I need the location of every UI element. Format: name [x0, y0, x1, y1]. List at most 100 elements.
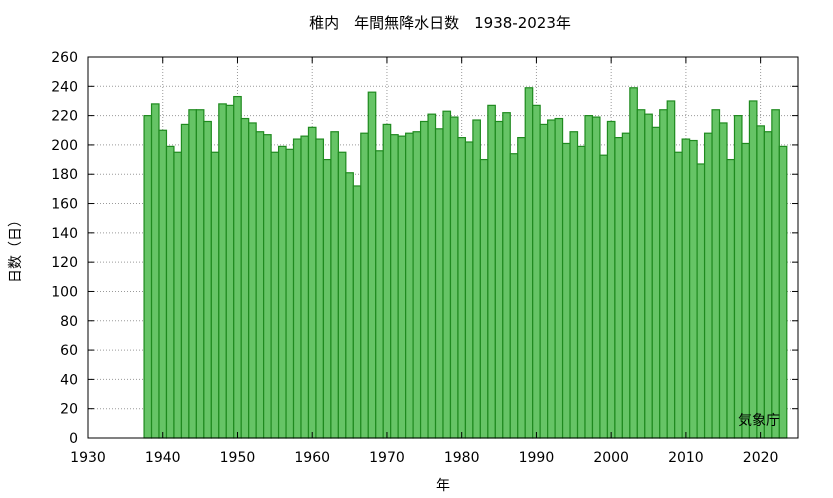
- bar-1973: [405, 132, 414, 439]
- bar-1999: [599, 154, 609, 439]
- y-tick-label: 260: [51, 50, 78, 66]
- bar-1984: [487, 104, 496, 439]
- bar-2010: [681, 138, 691, 439]
- bar-1943: [180, 123, 190, 439]
- bar-2015: [718, 122, 728, 439]
- x-tick-label: 1960: [294, 450, 330, 466]
- bar-1994: [561, 142, 571, 439]
- y-axis-label: 日数（日）: [8, 213, 24, 283]
- bar-2002: [621, 132, 631, 439]
- y-tick-label: 200: [51, 138, 78, 154]
- bar-1954: [263, 134, 272, 439]
- bar-1976: [427, 113, 437, 439]
- bar-2003: [629, 87, 638, 439]
- bar-1952: [248, 122, 257, 439]
- bar-1969: [375, 150, 384, 439]
- bar-2007: [659, 109, 668, 439]
- y-tick-label: 240: [51, 79, 78, 95]
- bar-1988: [517, 136, 526, 439]
- bar-1970: [382, 123, 392, 439]
- bar-1992: [547, 119, 556, 439]
- bar-1942: [173, 151, 183, 439]
- bar-1947: [210, 151, 220, 439]
- x-tick-label: 2000: [593, 450, 629, 466]
- bar-1975: [419, 120, 429, 439]
- bar-1967: [360, 132, 369, 439]
- bar-1993: [554, 117, 564, 439]
- bar-1940: [158, 129, 168, 439]
- x-axis: 1930 1940 1950 1960 1970 1980 1990 2000 2010 2020: [70, 57, 778, 466]
- bar-2019: [748, 100, 758, 439]
- bar-1946: [203, 120, 212, 439]
- bar-1990: [532, 104, 541, 439]
- plot-frame: [87, 56, 799, 439]
- bar-2012: [696, 163, 706, 439]
- bar-1961: [315, 138, 325, 439]
- bar-1998: [591, 116, 601, 439]
- x-tick-label: 2010: [668, 450, 704, 466]
- y-tick-label: 120: [51, 255, 78, 271]
- bar-1945: [195, 109, 205, 439]
- y-tick-label: 20: [60, 402, 78, 418]
- bar-1996: [576, 145, 586, 439]
- y-tick-label: 60: [60, 343, 78, 359]
- x-tick-label: 2020: [743, 450, 779, 466]
- bar-2018: [741, 142, 751, 439]
- bar-1985: [494, 120, 504, 439]
- y-tick-label: 40: [60, 372, 78, 388]
- bar-2017: [733, 115, 743, 439]
- bar-1997: [584, 115, 594, 439]
- bar-1986: [502, 112, 511, 439]
- bar-2020: [756, 125, 765, 439]
- bar-1962: [322, 158, 332, 439]
- y-tick-label: 80: [60, 314, 78, 330]
- bar-1951: [240, 117, 250, 439]
- bar-1974: [412, 131, 422, 439]
- bar-1939: [150, 103, 160, 439]
- bar-2011: [689, 139, 698, 439]
- y-tick-label: 160: [51, 197, 78, 213]
- bar-2023: [778, 145, 788, 439]
- y-tick-label: 0: [69, 431, 78, 447]
- bar-1977: [434, 128, 444, 439]
- bar-1941: [165, 145, 175, 439]
- x-tick-label: 1990: [519, 450, 555, 466]
- bar-2008: [666, 100, 676, 439]
- bar-1938: [143, 115, 153, 439]
- bar-1979: [449, 116, 459, 439]
- bar-1957: [285, 148, 295, 439]
- bars: [143, 87, 788, 439]
- y-tick-label: 100: [51, 284, 78, 300]
- bar-2001: [614, 136, 623, 439]
- bar-2005: [644, 113, 653, 439]
- bar-1965: [345, 172, 354, 439]
- bar-1991: [539, 123, 549, 439]
- bar-2004: [636, 109, 646, 439]
- bar-1983: [479, 158, 489, 439]
- bar-1949: [225, 104, 235, 439]
- bar-1972: [397, 135, 407, 439]
- bar-1958: [292, 138, 302, 439]
- bar-1963: [330, 131, 339, 439]
- bar-1948: [218, 103, 227, 439]
- y-tick-label: 220: [51, 109, 78, 125]
- bar-2016: [726, 158, 736, 439]
- bar-1995: [569, 131, 579, 439]
- bar-1959: [300, 135, 310, 439]
- x-tick-label: 1980: [444, 450, 480, 466]
- bar-2022: [771, 109, 780, 439]
- credit-label: 気象庁: [738, 413, 780, 429]
- bar-1982: [472, 119, 481, 439]
- bar-1944: [188, 109, 197, 439]
- bar-2000: [606, 120, 616, 439]
- bar-2014: [711, 109, 721, 439]
- bar-1968: [367, 91, 377, 439]
- bar-2006: [651, 126, 661, 439]
- bar-1960: [307, 126, 317, 439]
- bar-1955: [270, 151, 280, 439]
- bar-2013: [703, 132, 713, 439]
- bar-1956: [277, 145, 287, 439]
- bar-1971: [390, 134, 399, 439]
- y-axis: 0 20 40 60 80 100 120 140 160 180 200 220 240 260: [51, 50, 798, 447]
